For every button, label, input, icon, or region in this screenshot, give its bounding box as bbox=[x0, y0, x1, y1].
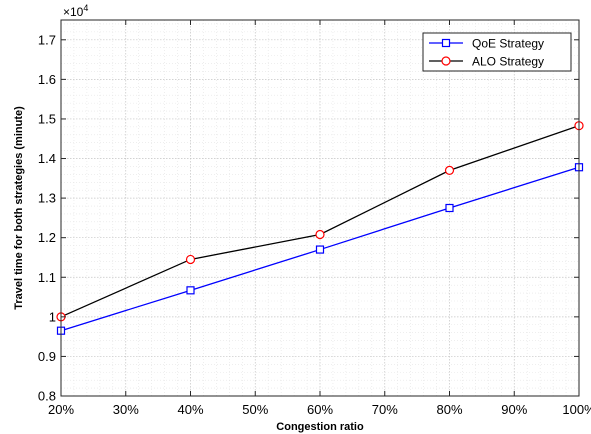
y-tick-label: 1.2 bbox=[38, 230, 56, 245]
x-axis-label: Congestion ratio bbox=[276, 421, 364, 433]
x-tick-label: 60% bbox=[307, 402, 333, 417]
y-tick-label: 1.3 bbox=[38, 191, 56, 206]
x-tick-label: 50% bbox=[242, 402, 268, 417]
x-tick-label: 30% bbox=[113, 402, 139, 417]
legend: QoE Strategy ALO Strategy bbox=[422, 32, 572, 72]
legend-label-1: QoE Strategy bbox=[472, 37, 544, 51]
grid bbox=[60, 20, 580, 397]
data-point-circle bbox=[185, 254, 196, 265]
data-point-circle bbox=[444, 165, 455, 175]
x-tick-label: 90% bbox=[501, 402, 527, 417]
y-tick-label: 1.5 bbox=[38, 111, 56, 126]
legend-marker-circle bbox=[441, 56, 451, 66]
data-point-square bbox=[315, 245, 325, 254]
x-tick-label: 40% bbox=[177, 402, 203, 417]
y-tick-label: 0.9 bbox=[38, 349, 56, 364]
y-tick-label: 1.1 bbox=[38, 270, 56, 285]
legend-marker-square bbox=[441, 38, 451, 48]
data-point-square bbox=[186, 286, 195, 295]
data-point-circle bbox=[315, 229, 325, 240]
y-exponent-label: ×104 bbox=[63, 3, 88, 19]
data-point-square bbox=[445, 203, 454, 213]
y-tick-label: 1.6 bbox=[38, 72, 56, 87]
x-tick-label: 70% bbox=[372, 402, 398, 417]
ticks: 20% 30% 40% 50% 60% 70% 80% 90% 100% 0.8 0.9 1 1.1 1.… bbox=[38, 20, 591, 417]
x-tick-label: 20% bbox=[48, 402, 74, 417]
x-tick-label: 80% bbox=[436, 402, 462, 417]
y-tick-label: 1.4 bbox=[38, 151, 56, 166]
x-tick-label: 100% bbox=[562, 402, 591, 417]
y-axis-label: Travel time for both strategies (minute) bbox=[13, 106, 25, 310]
legend-label-2: ALO Strategy bbox=[472, 55, 544, 69]
y-tick-label: 1.7 bbox=[38, 32, 56, 47]
y-tick-label: 1 bbox=[49, 309, 56, 324]
y-tick-label: 0.8 bbox=[38, 389, 56, 404]
